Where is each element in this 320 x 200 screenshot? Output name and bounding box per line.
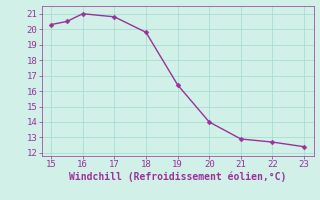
- X-axis label: Windchill (Refroidissement éolien,°C): Windchill (Refroidissement éolien,°C): [69, 172, 286, 182]
